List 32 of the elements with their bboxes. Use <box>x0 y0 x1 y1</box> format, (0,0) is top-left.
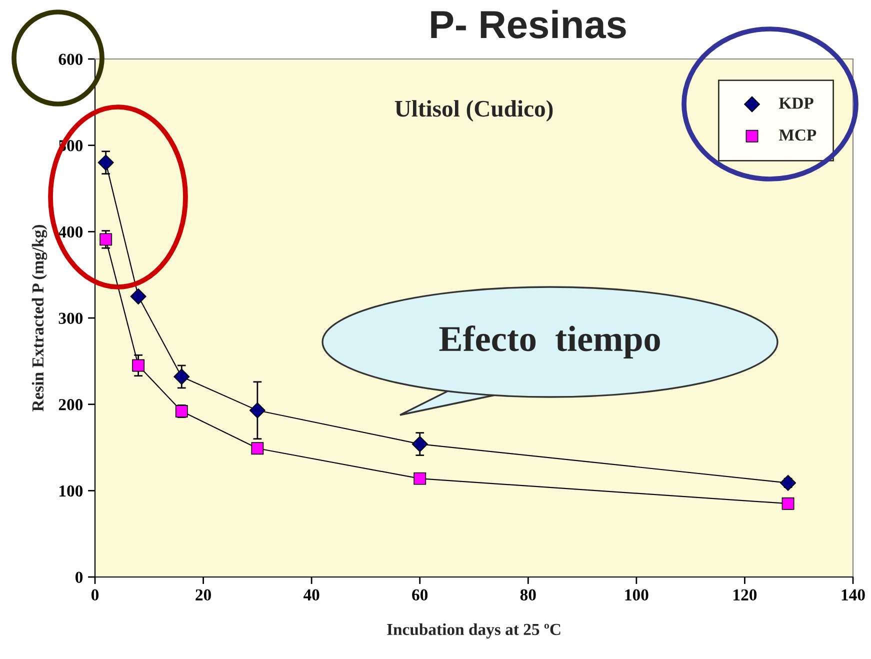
point <box>782 497 794 510</box>
point <box>130 288 146 304</box>
point <box>249 402 266 418</box>
x-tick-label: 120 <box>734 589 757 601</box>
x-tick-label: 0 <box>91 589 99 601</box>
point <box>414 472 426 485</box>
x-tick-label: 140 <box>842 589 865 601</box>
annotation: Efecto tiempo <box>439 325 660 359</box>
point <box>412 436 428 452</box>
legend-label: KDP <box>778 98 814 109</box>
point <box>251 442 264 455</box>
y-tick-label: 200 <box>58 399 83 410</box>
y-tick-label: 400 <box>58 226 83 238</box>
y-tick-label: 100 <box>60 485 83 497</box>
point <box>174 368 190 385</box>
x-tick-label: 20 <box>196 589 211 601</box>
y-tick-label: 600 <box>58 54 83 65</box>
point <box>780 474 796 491</box>
x-axis-title: Incubation days at 25 ºC <box>387 623 560 639</box>
chart-title: P- Resinas <box>431 10 626 38</box>
legend-label: MCP <box>778 129 816 141</box>
y-tick-label: 0 <box>75 572 83 583</box>
point <box>98 154 114 171</box>
x-tick-label: 80 <box>520 589 536 601</box>
point <box>132 359 145 372</box>
x-tick-label: 100 <box>625 589 648 601</box>
x-tick-label: 40 <box>303 589 320 601</box>
y-tick-label: 300 <box>58 312 83 324</box>
x-tick-label: 60 <box>412 589 428 601</box>
point <box>100 233 112 246</box>
text: Ultisol (Cudico) <box>394 100 553 122</box>
y-axis-title: Resin Extracted P (mg/kg) <box>32 224 48 412</box>
